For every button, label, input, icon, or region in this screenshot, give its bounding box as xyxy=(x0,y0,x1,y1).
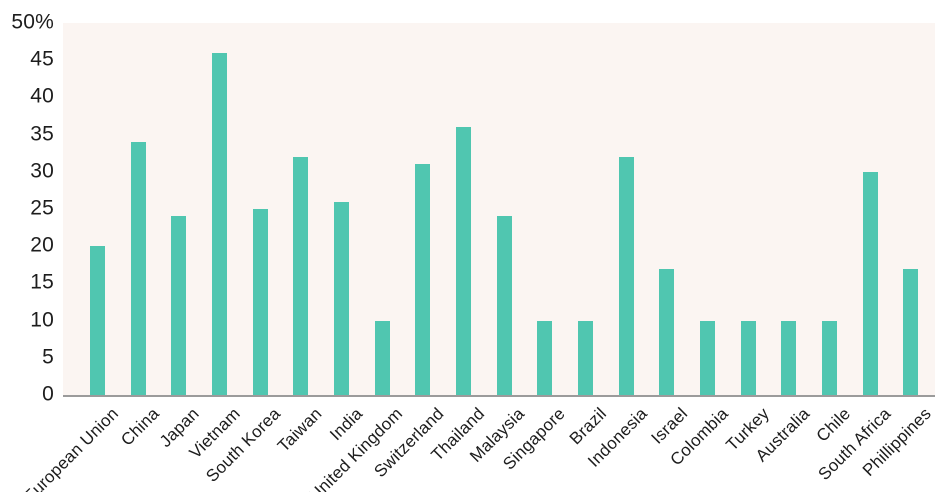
y-tick-label: 30 xyxy=(30,159,54,183)
bar xyxy=(618,156,634,395)
bar xyxy=(415,164,431,395)
bars-row: European Union China Japan Vietnam South Kor… xyxy=(19,23,935,492)
plot-area: European Union China Japan Vietnam South Kor… xyxy=(19,23,935,492)
bar xyxy=(821,320,837,395)
bar xyxy=(171,216,187,395)
bar-slot: Switzerland xyxy=(370,23,447,481)
y-tick-label: 5 xyxy=(42,345,54,369)
bar-slot: India xyxy=(321,23,366,444)
bar xyxy=(699,320,715,395)
y-tick-label: 10 xyxy=(30,308,54,332)
y-tick-label: 15 xyxy=(30,270,54,294)
x-tick-label: European Union xyxy=(19,404,122,492)
y-axis: 0 5 10 15 20 25 30 35 40 45 50% xyxy=(0,11,57,406)
bar xyxy=(740,320,756,395)
y-tick-label: 45 xyxy=(30,47,54,71)
bar-slot: Israel xyxy=(646,23,691,448)
bar-slot: European Union xyxy=(19,23,122,492)
bar xyxy=(293,156,309,395)
bar xyxy=(89,246,105,395)
y-tick-label: 50% xyxy=(11,10,54,34)
bar xyxy=(211,52,227,395)
bar-slot: Phillippines xyxy=(859,23,935,480)
bar-slot: Singapore xyxy=(500,23,569,474)
bar xyxy=(252,209,268,395)
bar-slot: Vietnam xyxy=(185,23,244,462)
bar-slot: Brazil xyxy=(565,23,610,448)
bar-slot: Thailand xyxy=(427,23,488,465)
bar-slot: Turkey xyxy=(722,23,773,455)
x-tick-label: China xyxy=(116,404,163,450)
bar-slot: Taiwan xyxy=(273,23,325,456)
bar xyxy=(455,127,471,395)
bar-slot: Malaysia xyxy=(466,23,528,466)
bar xyxy=(903,268,919,395)
bar-slot: Chile xyxy=(809,23,854,446)
bar xyxy=(130,142,146,395)
bar-slot: China xyxy=(117,23,162,450)
bar-slot: Australia xyxy=(752,23,813,465)
bar xyxy=(577,320,593,395)
y-tick-label: 35 xyxy=(30,122,54,146)
bar xyxy=(659,268,675,395)
bar xyxy=(374,320,390,395)
x-tick-label: Taiwan xyxy=(273,404,326,456)
bar xyxy=(537,320,553,395)
bar-slot: South Korea xyxy=(203,23,284,486)
bar xyxy=(333,201,349,395)
y-tick-label: 25 xyxy=(30,196,54,220)
y-tick-label: 0 xyxy=(42,382,54,406)
bar-slot: Colombia xyxy=(667,23,732,469)
bar xyxy=(781,320,797,395)
bar-slot: Japan xyxy=(156,23,203,451)
bar-slot: United Kingdom xyxy=(306,23,406,492)
bar xyxy=(862,171,878,395)
bar xyxy=(496,216,512,395)
y-tick-label: 20 xyxy=(30,233,54,257)
y-tick-label: 40 xyxy=(30,84,54,108)
bar-slot: Indonesia xyxy=(584,23,651,471)
bar-slot: South Africa xyxy=(815,23,895,484)
